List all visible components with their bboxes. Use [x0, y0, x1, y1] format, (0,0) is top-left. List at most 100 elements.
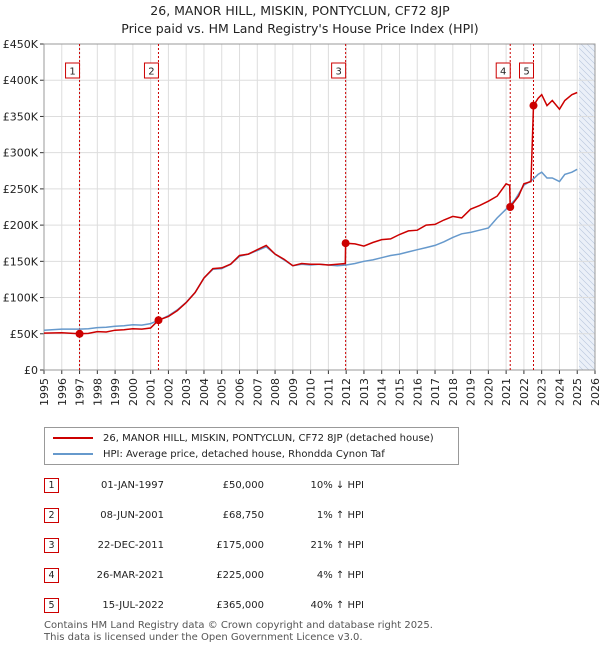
sale-hpi-diff: 10% ↓ HPI	[310, 479, 364, 491]
sale-label-box	[143, 62, 159, 79]
y-tick-label: £150K	[3, 255, 39, 268]
sale-point	[506, 203, 515, 211]
x-tick-label: 1996	[56, 378, 69, 406]
forecast-shade	[579, 44, 595, 370]
x-tick-label: 1997	[74, 378, 87, 406]
x-tick-label: 2020	[482, 378, 495, 406]
sale-label-box	[519, 62, 535, 79]
footer: Contains HM Land Registry data © Crown c…	[44, 620, 433, 644]
x-tick-label: 1998	[91, 378, 104, 406]
hatch-line	[579, 191, 596, 209]
hatch-line	[579, 335, 596, 353]
hatch-line	[579, 227, 596, 245]
x-tick-label: 2021	[500, 378, 513, 406]
hatch-line	[579, 47, 596, 65]
hatch-line	[579, 143, 596, 161]
sale-label-box	[495, 62, 511, 79]
hatch-line	[579, 197, 596, 215]
sale-date: 08-JUN-2001	[100, 509, 164, 521]
sale-label: 5	[523, 67, 529, 78]
y-tick-label: £100K	[3, 292, 39, 305]
sale-label-box	[331, 62, 347, 79]
hatch-line	[579, 263, 596, 281]
hatch-line	[579, 161, 596, 179]
sale-row: 2 08-JUN-2001 £68,750 1% ↑ HPI	[44, 500, 364, 530]
hatch-line	[579, 95, 596, 113]
y-tick-label: £50K	[10, 328, 39, 341]
x-tick-label: 2022	[518, 378, 531, 406]
x-tick-label: 2006	[234, 378, 247, 406]
sale-date: 22-DEC-2011	[97, 539, 164, 551]
legend-swatch-hpi	[53, 453, 93, 455]
hatch-line	[579, 329, 596, 347]
y-tick-label: £300K	[3, 147, 39, 160]
hatch-line	[579, 203, 596, 221]
sale-number: 3	[44, 537, 59, 553]
sale-point	[529, 101, 538, 110]
y-tick-label: £400K	[3, 74, 39, 87]
hatch-line	[579, 299, 596, 317]
legend-item-hpi: HPI: Average price, detached house, Rhon…	[53, 447, 385, 461]
y-tick-label: £350K	[3, 110, 39, 123]
hatch-line	[579, 125, 596, 143]
legend-label-price: 26, MANOR HILL, MISKIN, PONTYCLUN, CF72 …	[103, 432, 434, 444]
x-tick-label: 2009	[287, 378, 300, 406]
x-tick-label: 2019	[465, 378, 478, 406]
hatch-line	[579, 287, 596, 305]
hatch-line	[579, 365, 584, 370]
hatch-line	[579, 341, 596, 359]
hatch-line	[579, 281, 596, 299]
x-tick-label: 2014	[376, 378, 389, 406]
hatch-line	[579, 83, 596, 101]
sale-row: 4 26-MAR-2021 £225,000 4% ↑ HPI	[44, 560, 364, 590]
x-tick-label: 1995	[38, 378, 51, 406]
sale-row: 3 22-DEC-2011 £175,000 21% ↑ HPI	[44, 530, 364, 560]
price-chart: 1995 1996 1997 1998 1999 2000 2001 2002 2003 2004…	[3, 24, 600, 406]
x-tick-label: 2025	[571, 378, 584, 406]
legend: 26, MANOR HILL, MISKIN, PONTYCLUN, CF72 …	[44, 427, 459, 465]
x-tick-label: 2000	[127, 378, 140, 406]
x-tick-label: 2017	[429, 378, 442, 406]
hatch-line	[579, 155, 596, 173]
sale-row: 1 01-JAN-1997 £50,000 10% ↓ HPI	[44, 470, 364, 500]
hatch-line	[579, 65, 596, 83]
y-tick-label: £450K	[3, 38, 39, 51]
sales-table: 1 01-JAN-1997 £50,000 10% ↓ HPI 2 08-JUN-2001…	[44, 470, 364, 620]
hatch-line	[579, 137, 596, 155]
hatch-line	[579, 101, 596, 119]
x-tick-label: 1999	[109, 378, 122, 406]
hatch-line	[579, 257, 596, 275]
x-tick-label: 2012	[340, 378, 353, 406]
hatch-line	[579, 323, 596, 341]
x-tick-label: 2024	[553, 378, 566, 406]
sale-point	[154, 316, 163, 325]
x-tick-label: 2005	[216, 378, 229, 406]
x-tick-label: 2016	[411, 378, 424, 406]
hatch-line	[579, 24, 595, 40]
sale-label: 3	[335, 67, 341, 78]
x-tick-label: 2004	[198, 378, 211, 406]
hatch-line	[579, 179, 596, 197]
sale-price: £50,000	[222, 479, 264, 491]
hatch-line	[579, 215, 596, 233]
x-tick-label: 2001	[145, 378, 158, 406]
sale-label: 4	[500, 67, 506, 78]
footer-copyright: Contains HM Land Registry data © Crown c…	[44, 620, 433, 631]
sale-number: 5	[44, 597, 59, 613]
legend-item-price: 26, MANOR HILL, MISKIN, PONTYCLUN, CF72 …	[53, 431, 434, 445]
hatch-line	[579, 347, 596, 365]
hatch-line	[579, 353, 596, 370]
hatch-line	[579, 89, 596, 107]
hatch-line	[579, 359, 590, 370]
chart-title: 26, MANOR HILL, MISKIN, PONTYCLUN, CF72 …	[150, 3, 450, 18]
footer-licence: This data is licensed under the Open Gov…	[44, 632, 363, 643]
hatch-line	[579, 239, 596, 257]
hatch-line	[579, 293, 596, 311]
chart-subtitle: Price paid vs. HM Land Registry's House …	[121, 21, 479, 36]
sale-hpi-diff: 40% ↑ HPI	[310, 599, 364, 611]
y-tick-label: £200K	[3, 219, 39, 232]
hatch-line	[579, 251, 596, 269]
sale-date: 15-JUL-2022	[102, 599, 164, 611]
hatch-line	[580, 44, 596, 59]
sale-row: 5 15-JUL-2022 £365,000 40% ↑ HPI	[44, 590, 364, 620]
